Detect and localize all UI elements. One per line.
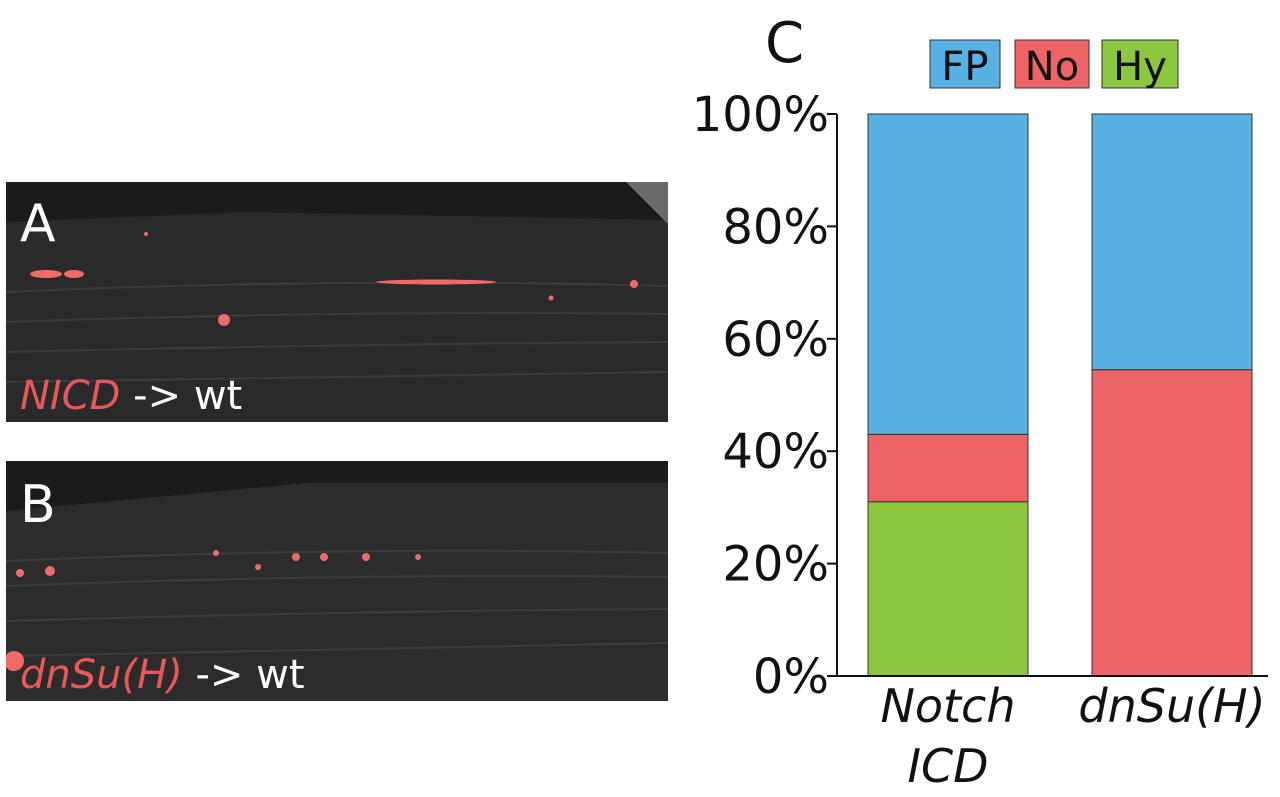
stacked-bar-chart: C FP No Hy 0% 20% 40% 60% 80% 100% Notch ICD dnSu… <box>692 11 1268 793</box>
legend-item-hy: Hy <box>1101 39 1179 90</box>
gene-label-dnsuh: dnSu(H) <box>20 652 183 698</box>
y-axis: 0% 20% 40% 60% 80% 100% <box>692 87 838 705</box>
gene-label-nicd: NICD <box>20 373 121 419</box>
chart-legend: FP No Hy <box>929 39 1179 90</box>
panel-b-caption: dnSu(H) -> wt <box>20 655 305 695</box>
y-tick-label: 0% <box>753 649 829 705</box>
x-tick-label: dnSu(H) <box>1078 679 1265 733</box>
arrow-label-a: -> wt <box>120 373 243 419</box>
fish-micrograph-a <box>6 182 668 422</box>
legend-swatch-fp <box>929 39 1001 89</box>
legend-label-fp: FP <box>941 44 988 90</box>
chart-panel-label: C <box>765 11 804 76</box>
x-axis: Notch ICD dnSu(H) <box>837 675 1268 793</box>
bar-segment-fp <box>1091 113 1253 371</box>
y-tick-label: 100% <box>692 87 829 143</box>
fish-micrograph-b <box>6 483 668 701</box>
legend-label-hy: Hy <box>1113 44 1167 90</box>
bar-segment-hy <box>867 501 1029 677</box>
panel-a-caption: NICD -> wt <box>20 376 242 416</box>
micrograph-panel-b: B dnSu(H) -> wt <box>6 461 668 701</box>
legend-label-no: No <box>1025 44 1079 90</box>
y-tick-label: 80% <box>722 199 829 255</box>
legend-item-no: No <box>1014 39 1090 90</box>
legend-item-fp: FP <box>929 39 1001 90</box>
y-tick-label: 40% <box>722 424 829 480</box>
y-tick-label: 60% <box>722 312 829 368</box>
x-tick-label: Notch <box>880 679 1015 733</box>
y-tick-label: 20% <box>722 537 829 593</box>
bar-segment-no <box>1091 369 1253 677</box>
bar-segment-no <box>867 433 1029 503</box>
panel-label-a: A <box>20 194 56 254</box>
bar-segment-fp <box>867 113 1029 435</box>
x-tick-label: ICD <box>907 739 988 793</box>
bars <box>867 113 1253 677</box>
micrograph-panel-a: A NICD -> wt <box>6 182 668 422</box>
legend-swatch-no <box>1014 39 1090 89</box>
legend-swatch-hy <box>1101 39 1179 89</box>
panel-label-b: B <box>20 475 56 535</box>
arrow-label-b: -> wt <box>182 652 305 698</box>
